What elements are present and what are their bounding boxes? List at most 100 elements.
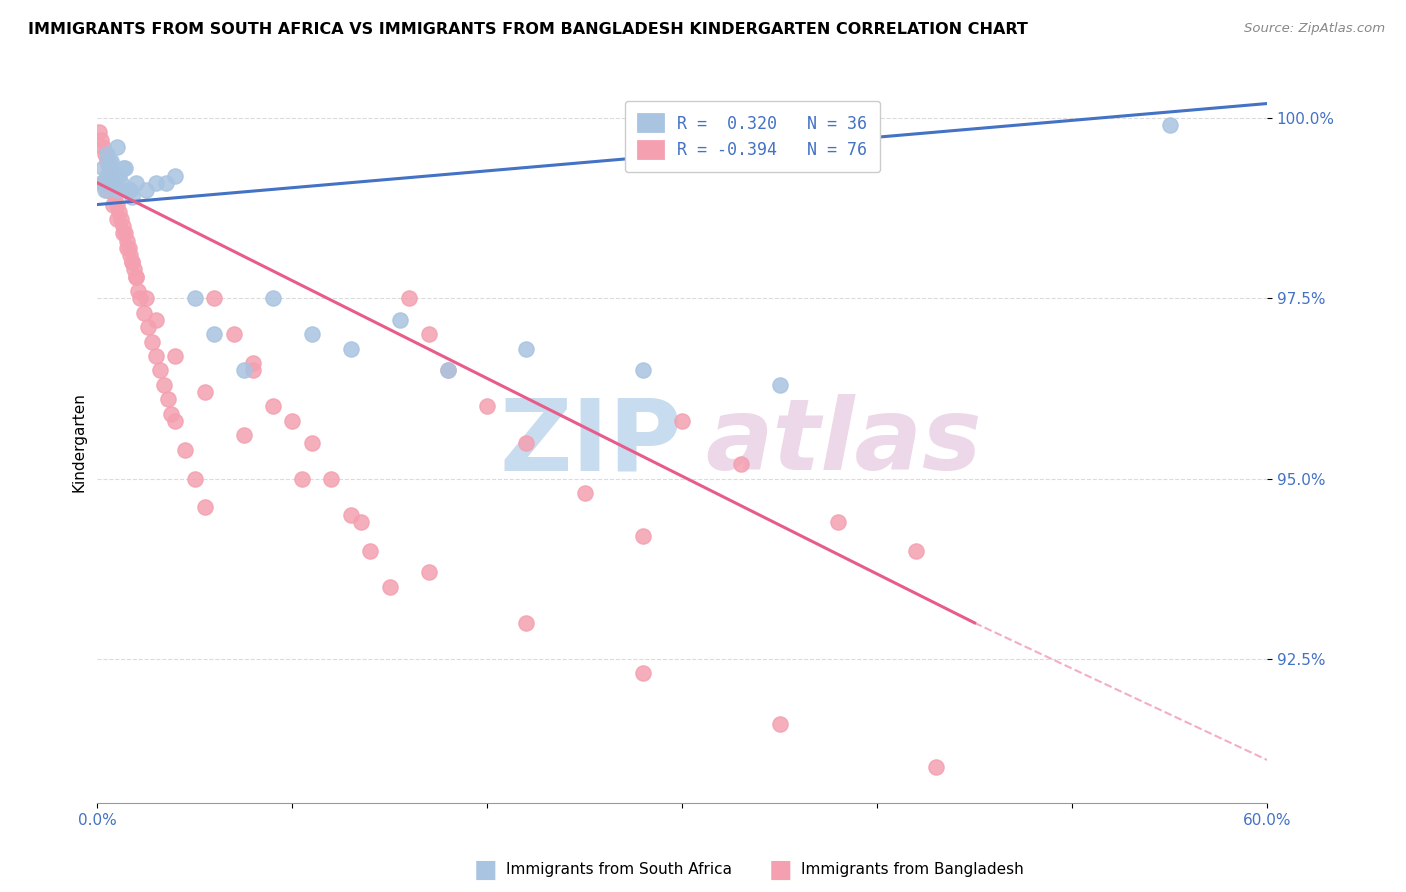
- Point: [114, 161, 136, 176]
- Point: [437, 363, 460, 377]
- Point: [124, 262, 146, 277]
- Point: [121, 190, 143, 204]
- Point: [631, 666, 654, 681]
- Point: [339, 508, 361, 522]
- Point: [129, 291, 152, 305]
- Point: [121, 255, 143, 269]
- Point: [105, 140, 128, 154]
- Point: [101, 197, 124, 211]
- Point: [321, 472, 343, 486]
- Point: [96, 154, 118, 169]
- Point: [165, 349, 187, 363]
- Point: [104, 169, 127, 183]
- Point: [125, 269, 148, 284]
- Point: [90, 133, 112, 147]
- Point: [184, 291, 207, 305]
- Point: [125, 269, 148, 284]
- Point: [827, 515, 849, 529]
- Point: [107, 169, 129, 183]
- Point: [98, 154, 121, 169]
- Point: [631, 529, 654, 543]
- Point: [100, 169, 122, 183]
- Point: [769, 377, 792, 392]
- Point: [152, 377, 174, 392]
- Point: [156, 392, 179, 407]
- Point: [91, 176, 114, 190]
- Point: [160, 407, 183, 421]
- Point: [145, 176, 167, 190]
- Point: [117, 241, 139, 255]
- Point: [165, 414, 187, 428]
- Point: [94, 183, 117, 197]
- Text: IMMIGRANTS FROM SOUTH AFRICA VS IMMIGRANTS FROM BANGLADESH KINDERGARTEN CORRELAT: IMMIGRANTS FROM SOUTH AFRICA VS IMMIGRAN…: [28, 22, 1028, 37]
- Point: [378, 580, 401, 594]
- Point: [418, 566, 440, 580]
- Point: [98, 161, 121, 176]
- Y-axis label: Kindergarten: Kindergarten: [72, 392, 86, 492]
- Point: [165, 169, 187, 183]
- Point: [105, 211, 128, 226]
- Point: [174, 442, 197, 457]
- Point: [359, 543, 381, 558]
- Point: [149, 363, 172, 377]
- Point: [222, 327, 245, 342]
- Point: [145, 349, 167, 363]
- Point: [515, 435, 537, 450]
- Point: [574, 486, 596, 500]
- Point: [145, 313, 167, 327]
- Text: ■: ■: [769, 858, 792, 881]
- Point: [515, 342, 537, 356]
- Point: [1159, 118, 1181, 132]
- Legend: R =  0.320   N = 36, R = -0.394   N = 76: R = 0.320 N = 36, R = -0.394 N = 76: [624, 101, 880, 172]
- Point: [96, 169, 118, 183]
- Point: [96, 147, 118, 161]
- Text: ZIP: ZIP: [499, 394, 682, 491]
- Text: ■: ■: [474, 858, 496, 881]
- Point: [96, 183, 118, 197]
- Point: [242, 356, 264, 370]
- Point: [232, 428, 254, 442]
- Point: [101, 176, 124, 190]
- Point: [135, 183, 157, 197]
- Point: [120, 248, 142, 262]
- Point: [115, 241, 138, 255]
- Point: [924, 760, 946, 774]
- Point: [115, 234, 138, 248]
- Point: [111, 161, 134, 176]
- Point: [301, 435, 323, 450]
- Text: Immigrants from South Africa: Immigrants from South Africa: [506, 863, 733, 877]
- Point: [111, 227, 134, 241]
- Point: [671, 414, 693, 428]
- Point: [155, 176, 177, 190]
- Text: Source: ZipAtlas.com: Source: ZipAtlas.com: [1244, 22, 1385, 36]
- Point: [134, 306, 156, 320]
- Point: [135, 291, 157, 305]
- Point: [91, 161, 114, 176]
- Point: [193, 385, 215, 400]
- Point: [89, 125, 111, 139]
- Point: [104, 190, 127, 204]
- Point: [193, 500, 215, 515]
- Point: [111, 219, 134, 234]
- Point: [339, 342, 361, 356]
- Point: [262, 400, 284, 414]
- Point: [291, 472, 314, 486]
- Point: [141, 334, 163, 349]
- Point: [631, 363, 654, 377]
- Point: [232, 363, 254, 377]
- Point: [388, 313, 411, 327]
- Point: [94, 147, 117, 161]
- Text: atlas: atlas: [706, 394, 981, 491]
- Point: [117, 183, 139, 197]
- Point: [100, 154, 122, 169]
- Point: [125, 176, 148, 190]
- Point: [301, 327, 323, 342]
- Point: [105, 197, 128, 211]
- Point: [202, 327, 225, 342]
- Point: [418, 327, 440, 342]
- Point: [100, 161, 122, 176]
- Text: Immigrants from Bangladesh: Immigrants from Bangladesh: [801, 863, 1024, 877]
- Point: [202, 291, 225, 305]
- Point: [91, 140, 114, 154]
- Point: [398, 291, 420, 305]
